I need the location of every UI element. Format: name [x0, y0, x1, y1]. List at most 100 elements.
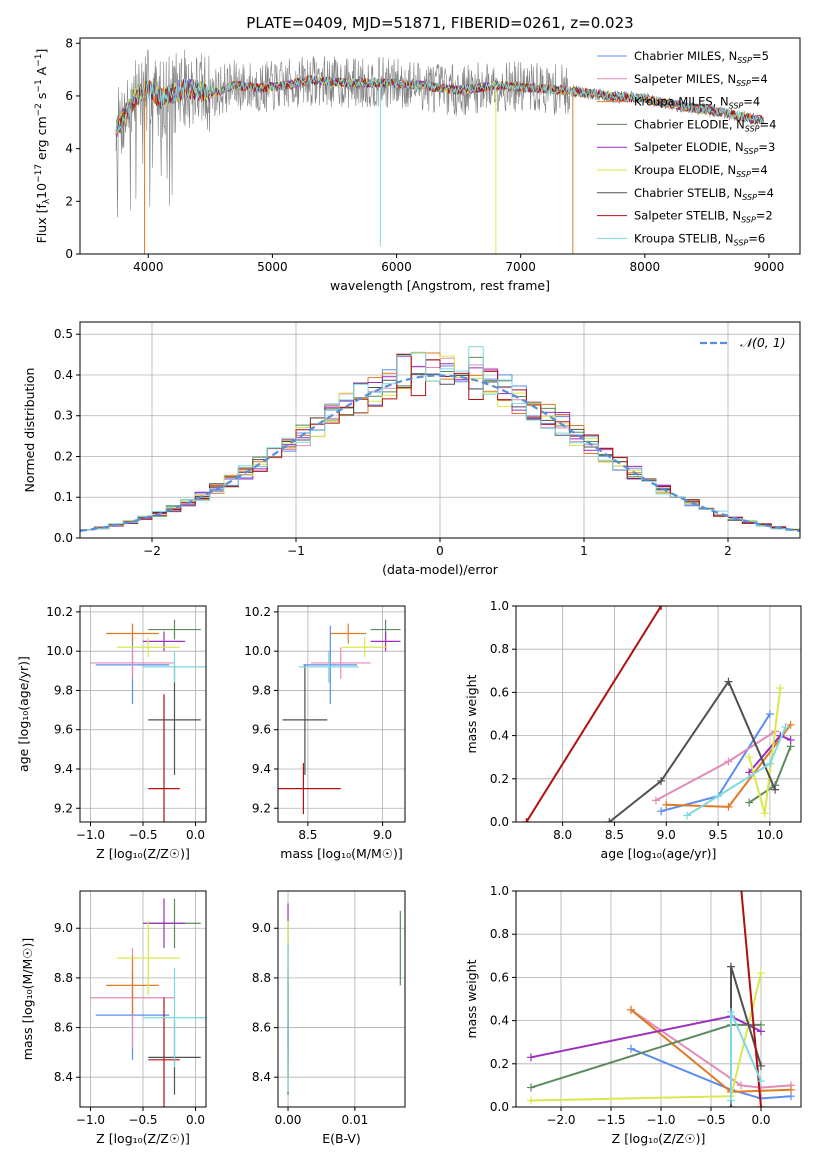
y-tick-label: 8.8	[252, 971, 271, 985]
y-tick-label: 1.0	[490, 884, 509, 898]
x-tick-label: 9.0	[657, 828, 676, 842]
y-tick-label: 9.2	[252, 801, 271, 815]
y-tick-label: 0.3	[54, 409, 73, 423]
marker	[757, 1077, 765, 1086]
legend-label-kroupa-miles: Kroupa MILES, NSSP=4	[634, 95, 760, 111]
weight-line-salpeter-miles	[651, 727, 780, 805]
normal-curve	[80, 374, 800, 532]
y-tick-label: 9.0	[252, 921, 271, 935]
marker	[714, 792, 723, 801]
marker	[745, 768, 754, 777]
z-mass-panel: −1.0 −0.5 0.0 8.4 8.6 8.8 9.0 Z [log₁₀(Z/Z☉)] ma…	[20, 890, 207, 1146]
marker	[657, 807, 666, 816]
y-axis-label: age [log₁₀(age/yr)]	[16, 656, 31, 772]
mass-age-panel-plot-area	[278, 619, 401, 815]
weight-line-chabrier-elodie	[527, 1020, 765, 1092]
marker	[527, 1083, 535, 1092]
y-tick-label: 6	[65, 89, 73, 103]
y-axis-label: mass weight	[464, 674, 479, 753]
y-tick-label: 0.6	[490, 685, 509, 699]
marker	[757, 1103, 765, 1107]
x-tick-label: 0.0	[186, 828, 205, 842]
x-axis-label: E(B-V)	[322, 1131, 361, 1146]
x-tick-label: 0.01	[342, 1113, 369, 1127]
x-tick-label: 8.5	[605, 828, 624, 842]
marker	[786, 720, 795, 729]
y-tick-label: 8.4	[54, 1070, 73, 1084]
errorbar-salpeter-stelib	[148, 694, 180, 822]
legend-label-kroupa-elodie: Kroupa ELODIE, NSSP=4	[634, 163, 768, 179]
x-axis-label: Z [log₁₀(Z/Z☉)]	[612, 1131, 706, 1146]
errorbar-chabrier-stelib	[282, 664, 328, 775]
marker	[724, 802, 733, 811]
y-tick-label: 0.0	[54, 531, 73, 545]
marker	[522, 818, 531, 822]
y-tick-label: 8	[65, 36, 73, 50]
x-tick-label: 9.5	[709, 828, 728, 842]
weight-line-kroupa-elodie	[745, 684, 785, 818]
x-tick-label: −1.0	[76, 1113, 105, 1127]
z-mass-panel-plot-area	[90, 898, 206, 1107]
model-spectrum-kroupa-stelib	[115, 75, 764, 134]
marker	[605, 818, 614, 822]
marker	[757, 1027, 765, 1036]
marker	[757, 1061, 765, 1070]
y-tick-label: 9.4	[54, 762, 73, 776]
x-tick-label: −2.0	[546, 1113, 575, 1127]
errorbar-salpeter-miles	[310, 647, 371, 679]
x-tick-label: 6000	[381, 260, 412, 274]
x-tick-label: 7000	[505, 260, 536, 274]
x-tick-label: 9.0	[373, 828, 392, 842]
y-tick-label: 10.2	[46, 605, 73, 619]
figure-title: PLATE=0409, MJD=51871, FIBERID=0261, z=0…	[246, 14, 633, 32]
y-tick-label: 0.6	[490, 970, 509, 984]
marker	[776, 684, 785, 693]
weight-line-salpeter-stelib	[740, 891, 765, 1107]
marker	[771, 785, 780, 794]
y-tick-label: 10.0	[46, 644, 73, 658]
ebv-mass-panel: 0.00 0.01 8.4 8.6 8.8 9.0 E(B-V)	[252, 890, 406, 1146]
y-axis-label: Flux [fλ10−17 erg cm−2 s−1 A−1]	[34, 49, 52, 244]
ebv-mass-panel-plot-area	[287, 903, 401, 1095]
y-axis-label: mass weight	[464, 959, 479, 1038]
line	[530, 972, 762, 1102]
x-tick-label: 8000	[630, 260, 661, 274]
x-tick-label: 2	[724, 544, 732, 558]
line	[630, 1008, 792, 1089]
legend-label-chabrier-stelib: Chabrier STELIB, NSSP=4	[634, 186, 774, 202]
spectrum-panel: 4000 5000 6000 7000 8000 9000 0 2 4 6 8 wavelength …	[34, 36, 801, 293]
line	[686, 726, 787, 817]
errorbar-kroupa-stelib	[298, 651, 359, 683]
y-tick-label: 0.2	[490, 1057, 509, 1071]
line	[740, 891, 762, 1107]
y-axis-label: mass [log₁₀(M/M☉)]	[20, 938, 35, 1060]
errorbar-kroupa-miles	[106, 623, 159, 644]
y-tick-label: 8.4	[252, 1070, 271, 1084]
residual-panel: −2 −1 0 1 2 0.0 0.1 0.2 0.3 0.4 0.5 (data-model)/er…	[22, 321, 801, 577]
errorbar-kroupa-miles	[106, 955, 159, 1016]
errorbar-kroupa-stelib	[143, 651, 206, 683]
errorbar-salpeter-miles	[90, 647, 175, 679]
x-tick-label: −0.5	[128, 828, 157, 842]
axes-frame	[277, 890, 406, 1108]
residual-panel-plot-area	[80, 346, 800, 532]
x-tick-label: 0.00	[275, 1113, 302, 1127]
legend-label-chabrier-miles: Chabrier MILES, NSSP=5	[634, 49, 769, 65]
x-tick-label: 0	[436, 544, 444, 558]
marker	[765, 710, 774, 718]
marker	[527, 1053, 535, 1062]
axes-frame	[515, 890, 802, 1108]
y-tick-label: 9.0	[54, 921, 73, 935]
y-tick-label: 0.0	[490, 1100, 509, 1114]
marker	[727, 962, 735, 971]
x-tick-label: 0.0	[186, 1113, 205, 1127]
x-axis-label: Z [log₁₀(Z/Z☉)]	[96, 1131, 190, 1146]
x-tick-label: 8.0	[553, 828, 572, 842]
y-tick-label: 9.6	[252, 723, 271, 737]
x-tick-label: 0.0	[751, 1113, 770, 1127]
z-weight-panel: −2.0 −1.5 −1.0 −0.5 0.0 0.0 0.2 0.4 0.6 0.8 1.0 Z […	[464, 884, 802, 1146]
x-tick-label: 10.0	[757, 828, 784, 842]
marker	[745, 798, 754, 807]
weight-line-salpeter-stelib	[522, 606, 666, 822]
